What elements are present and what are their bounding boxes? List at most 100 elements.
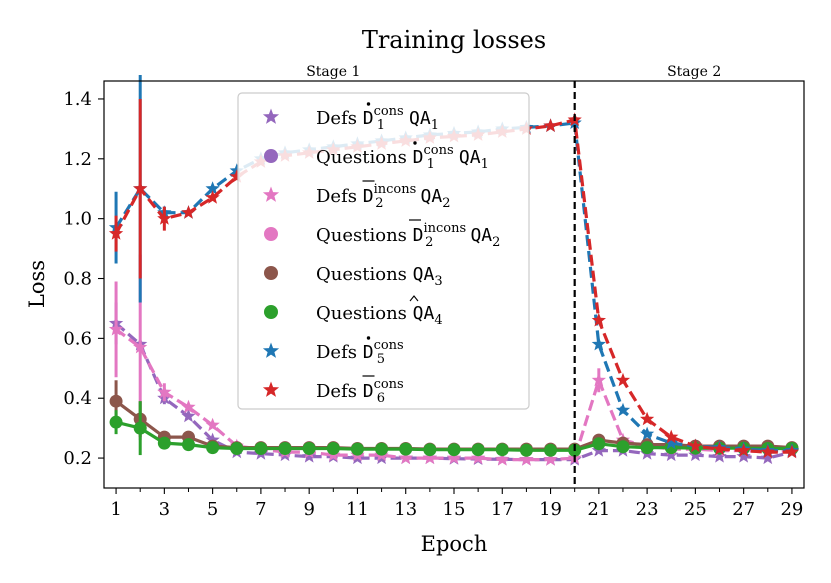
accent-dot — [366, 102, 371, 106]
data-point — [205, 432, 220, 447]
data-point — [205, 190, 220, 204]
data-point — [108, 226, 124, 240]
data-point — [423, 443, 437, 457]
legend-label: Questions Dcons 1 QA1 — [316, 143, 489, 172]
tick-labels: 1 3 5 7 9 11 13 15 17 19 21 23 25 27 290.20.40.60.81.0… — [63, 89, 803, 520]
legend-label: Defs Dcons 1 QA1 — [316, 104, 439, 133]
x-tick-label: 23 — [636, 499, 659, 520]
legend-entry-d2: Defs Dincons 2 QA2 — [262, 180, 451, 211]
data-point — [326, 441, 340, 455]
data-point — [109, 394, 123, 408]
data-point — [543, 452, 558, 466]
legend-entry-d6: Defs Dcons 6 — [262, 375, 404, 406]
data-point — [446, 450, 462, 465]
data-point — [181, 205, 196, 219]
x-tick-label: 21 — [587, 499, 610, 520]
data-point — [422, 450, 437, 465]
y-tick-label: 1.4 — [63, 89, 92, 110]
accent-dot — [413, 141, 417, 145]
data-point — [302, 441, 316, 455]
stage-label-2: Stage 2 — [667, 64, 721, 80]
accent-dot — [366, 336, 371, 340]
data-point — [495, 443, 509, 457]
data-point — [398, 450, 413, 465]
data-point — [615, 372, 631, 387]
data-point — [109, 415, 123, 429]
data-point — [181, 399, 196, 414]
data-point — [519, 452, 534, 466]
data-point — [591, 336, 606, 351]
x-tick-label: 15 — [443, 499, 466, 520]
stage-label-1: Stage 1 — [306, 64, 360, 80]
data-point — [350, 442, 364, 456]
data-point — [278, 441, 292, 455]
legend-label: Defs Dcons 5 — [316, 338, 404, 367]
x-tick-label: 9 — [303, 499, 314, 520]
x-tick-label: 5 — [207, 499, 218, 520]
data-point — [157, 384, 172, 399]
data-point — [471, 443, 485, 457]
y-tick-label: 0.2 — [63, 448, 92, 469]
data-point — [760, 450, 775, 465]
legend-label: Defs Dincons 2 QA2 — [316, 182, 451, 211]
legend-entry-q4: Questions QA4 — [264, 295, 443, 328]
data-point — [375, 442, 389, 456]
legend-label: Questions QA4 — [316, 303, 443, 328]
data-point — [736, 449, 751, 463]
data-point — [784, 444, 800, 459]
legend-entry-q2: Questions Dincons 2 QA2 — [264, 219, 500, 250]
data-point — [640, 411, 655, 426]
data-point — [302, 449, 317, 463]
y-tick-label: 0.6 — [63, 328, 92, 349]
legend-label: Questions Dincons 2 QA2 — [316, 221, 500, 250]
x-tick-label: 3 — [159, 499, 170, 520]
legend-entry-q1: Questions Dcons 1 QA1 — [264, 141, 489, 172]
legend-marker — [262, 381, 280, 397]
x-tick-label: 19 — [539, 499, 562, 520]
legend-marker — [264, 149, 278, 163]
y-tick-label: 0.4 — [63, 388, 92, 409]
data-point — [760, 444, 775, 459]
x-tick-label: 7 — [255, 499, 266, 520]
y-tick-label: 1.0 — [63, 209, 92, 230]
data-point — [664, 435, 679, 450]
x-tick-label: 13 — [394, 499, 417, 520]
series-line — [114, 118, 792, 454]
legend-marker — [262, 186, 280, 202]
data-point — [229, 169, 244, 183]
data-point — [495, 452, 510, 466]
legend-entry-d5: Defs Dcons 5 — [262, 336, 404, 367]
data-point — [664, 447, 679, 462]
data-point — [688, 438, 703, 453]
legend-marker — [264, 305, 278, 319]
legend: Defs Dcons 1 QA1 Questions Dcons 1 QA1 Defs Di… — [237, 92, 530, 410]
x-tick-label: 1 — [110, 499, 121, 520]
x-tick-label: 11 — [346, 499, 369, 520]
data-point — [640, 441, 654, 455]
legend-label: Questions QA3 — [316, 264, 443, 289]
data-point — [712, 441, 727, 456]
data-point — [616, 440, 630, 454]
legend-marker — [264, 227, 278, 241]
legend-label: Defs Dcons 6 — [316, 377, 404, 406]
data-point — [712, 449, 727, 463]
accent-hat — [409, 295, 419, 302]
data-point — [205, 417, 220, 432]
data-point — [615, 402, 631, 417]
data-point — [133, 181, 148, 195]
legend-box — [237, 92, 530, 410]
data-point — [736, 443, 751, 457]
data-point — [157, 211, 172, 225]
x-tick-label: 25 — [684, 499, 707, 520]
y-axis-label: Loss — [25, 260, 49, 308]
data-point — [471, 450, 486, 465]
data-point — [181, 438, 195, 452]
data-point — [133, 421, 147, 435]
data-point — [519, 443, 533, 457]
stage-labels: Stage 1 Stage 2 — [306, 64, 721, 80]
data-point — [591, 312, 606, 327]
x-axis-label: Epoch — [421, 532, 488, 556]
data-point — [592, 437, 606, 451]
data-point — [181, 408, 196, 423]
